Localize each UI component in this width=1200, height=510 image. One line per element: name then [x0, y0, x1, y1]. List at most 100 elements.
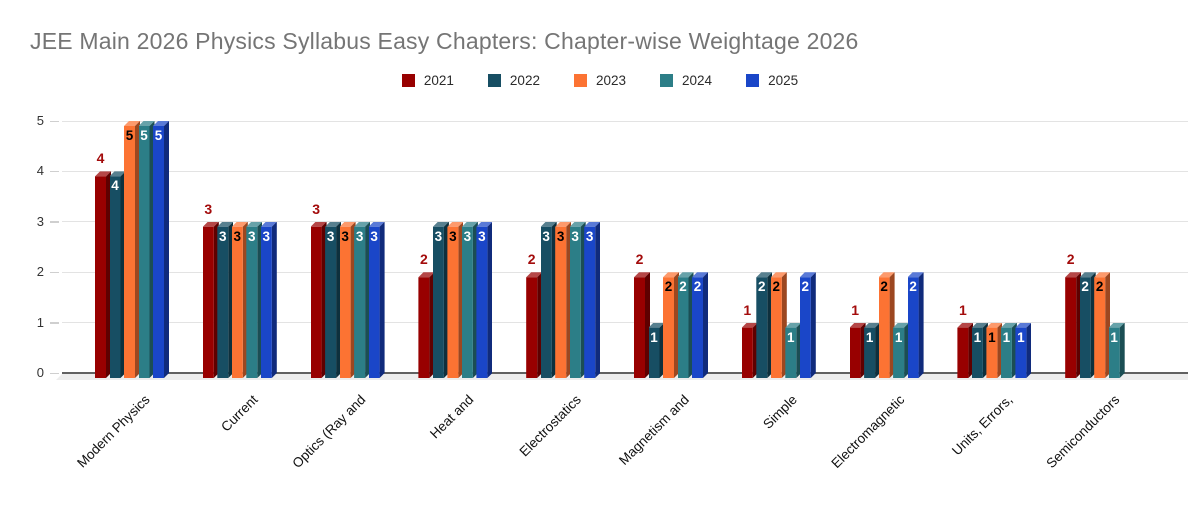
bar-2025 — [368, 221, 385, 378]
bar-top-face — [540, 221, 557, 227]
bar-2021 — [418, 272, 435, 378]
bar-front-face — [526, 277, 538, 378]
bar-top-face — [971, 322, 988, 328]
bar-2025 — [260, 221, 277, 378]
bar-2024 — [461, 221, 478, 378]
gridline — [62, 120, 1188, 122]
data-label-2022: 3 — [542, 228, 550, 244]
bar-front-face — [418, 277, 430, 378]
data-label-2022: 3 — [326, 228, 335, 244]
gridline — [62, 170, 1188, 172]
bar-top-face — [526, 272, 543, 278]
bar-front-face — [677, 277, 689, 378]
data-label-2023: 3 — [556, 228, 565, 244]
x-axis-label: Electrostatics — [516, 392, 584, 460]
legend-swatch-icon — [573, 74, 587, 87]
bar-top-face — [878, 272, 895, 278]
bar-front-face — [109, 176, 121, 378]
bar-2023 — [1094, 272, 1111, 378]
bar-front-face — [634, 277, 645, 378]
data-label-2021: 2 — [419, 251, 428, 268]
data-label-2022: 1 — [650, 329, 658, 345]
bar-2025 — [584, 221, 601, 378]
data-label-2025: 5 — [154, 128, 163, 143]
bar-2023 — [447, 221, 464, 378]
bar-front-face — [325, 226, 337, 378]
data-label-2023: 2 — [664, 279, 673, 295]
data-label-2022: 1 — [865, 329, 874, 345]
bar-top-face — [476, 221, 493, 227]
bar-2022 — [540, 221, 557, 378]
bar-front-face — [202, 226, 214, 378]
bar-front-face — [971, 327, 983, 378]
bar-2021 — [526, 272, 543, 378]
bar-2023 — [770, 272, 787, 378]
bar-top-face — [153, 121, 169, 126]
bar-front-face — [569, 226, 581, 378]
bar-front-face — [260, 226, 272, 378]
bar-front-face — [138, 126, 150, 378]
x-axis-label: Semiconductors — [1043, 392, 1123, 472]
bar-top-face — [246, 221, 263, 227]
legend-swatch-icon — [746, 74, 760, 87]
bar-front-face — [354, 226, 366, 378]
bar-top-face — [555, 221, 572, 227]
bar-top-face — [447, 221, 464, 227]
bar-front-face — [447, 226, 459, 378]
bar-2022 — [217, 221, 234, 378]
data-label-2024: 1 — [1110, 329, 1118, 345]
bar-top-face — [217, 221, 234, 227]
bar-front-face — [476, 226, 488, 378]
chart-floor — [56, 374, 1188, 380]
bar-2022 — [109, 171, 126, 378]
data-label-2023: 3 — [233, 228, 242, 244]
data-label-2023: 2 — [1095, 279, 1104, 295]
bar-2024 — [569, 221, 586, 378]
data-label-2021: 1 — [851, 301, 859, 318]
bar-2022 — [971, 322, 988, 378]
bar-front-face — [741, 327, 753, 378]
bar-2022 — [648, 322, 665, 378]
legend-swatch-icon — [487, 74, 501, 87]
bar-front-face — [756, 277, 768, 378]
y-tick-label: 1 — [36, 314, 44, 330]
bar-front-face — [986, 327, 998, 378]
bar-top-face — [418, 272, 435, 278]
bar-front-face — [849, 327, 861, 378]
gridline — [62, 221, 1188, 223]
data-label-2021: 2 — [527, 251, 536, 268]
data-label-2023: 3 — [341, 228, 349, 244]
bar-front-face — [555, 226, 567, 378]
bar-2024 — [1000, 322, 1017, 378]
x-axis-label: Magnetism and — [615, 392, 692, 468]
bar-front-face — [1094, 277, 1106, 378]
data-label-2023: 2 — [880, 279, 888, 295]
data-label-2023: 5 — [125, 128, 134, 143]
bar-2021 — [849, 322, 866, 378]
data-label-2021: 2 — [1066, 251, 1075, 268]
bar-front-face — [692, 277, 703, 378]
bar-top-face — [756, 272, 773, 278]
bar-front-face — [1065, 277, 1077, 378]
bar-front-face — [461, 226, 473, 378]
bar-2022 — [432, 221, 449, 378]
bar-front-face — [1015, 327, 1027, 378]
bar-2022 — [1079, 272, 1096, 378]
bar-top-face — [785, 322, 802, 328]
bar-2024 — [354, 221, 371, 378]
data-label-2024: 1 — [1002, 329, 1011, 345]
bar-2021 — [957, 322, 974, 378]
legend-item-2024: 2024 — [660, 73, 712, 88]
bar-front-face — [893, 327, 905, 378]
bar-top-face — [569, 221, 586, 227]
bar-top-face — [354, 221, 371, 227]
bar-front-face — [1000, 327, 1012, 378]
bar-front-face — [432, 226, 444, 378]
bar-front-face — [95, 176, 106, 378]
data-label-2024: 3 — [355, 228, 364, 244]
bar-top-face — [461, 221, 478, 227]
bar-2024 — [138, 121, 155, 378]
bar-top-face — [1108, 322, 1125, 328]
y-axis-tick — [50, 372, 59, 374]
bar-top-face — [663, 272, 679, 278]
